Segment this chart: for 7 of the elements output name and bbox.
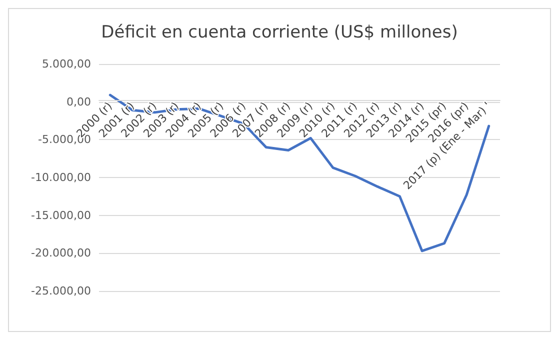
y-tick-label: -20.000,00: [31, 246, 91, 260]
y-tick-label: -10.000,00: [31, 171, 91, 184]
y-tick-label: 5.000,00: [42, 58, 91, 70]
y-tick-label: -25.000,00: [31, 284, 91, 298]
chart-title: Déficit en cuenta corriente (US$ millones): [101, 22, 458, 42]
y-tick-label: 0,00: [66, 95, 91, 108]
y-tick-label: -15.000,00: [31, 208, 91, 222]
